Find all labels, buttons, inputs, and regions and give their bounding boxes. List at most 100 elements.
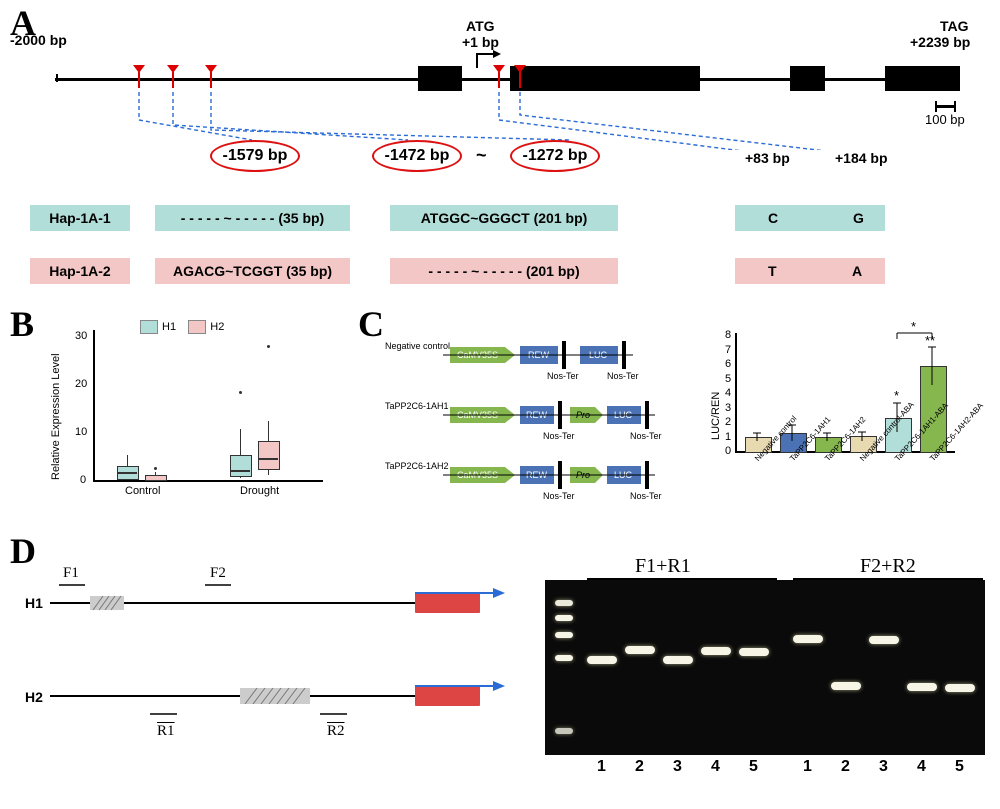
b-x-control: Control — [125, 485, 160, 497]
panel-b-label: B — [10, 303, 34, 345]
b-xaxis — [93, 480, 323, 482]
c-cons2: TaPP2C6-1AH2 — [385, 461, 449, 471]
legend-h2-text: H2 — [210, 321, 224, 333]
c-constructs: CaMV35S REW LUC Nos-Ter Nos-Ter CaMV35S … — [395, 335, 675, 510]
b-d-h2-med — [258, 458, 278, 460]
svg-text:Nos-Ter: Nos-Ter — [630, 491, 662, 501]
ln5a: 5 — [749, 758, 758, 776]
legend-h2-swatch — [188, 320, 206, 334]
ladder-1 — [555, 600, 573, 606]
ln1b: 1 — [803, 758, 812, 776]
svg-text:Nos-Ter: Nos-Ter — [630, 431, 662, 441]
hap2-label: Hap-1A-2 — [30, 258, 130, 284]
g1-l4 — [701, 647, 731, 655]
c-cons0: Negative control — [385, 341, 450, 351]
c-sig-b: * — [911, 319, 916, 334]
b-ytick-2: 20 — [75, 378, 87, 390]
gel-g1: F1+R1 — [635, 555, 691, 578]
ln2a: 2 — [635, 758, 644, 776]
ellipse-1579-text: -1579 bp — [223, 147, 288, 165]
g2-l3 — [869, 636, 899, 644]
b-ytick-0: 0 — [80, 474, 86, 486]
figure: A B C D -2000 bp ATG +1 bp TAG +2239 bp … — [0, 0, 1000, 809]
ln3b: 3 — [879, 758, 888, 776]
g1-l3 — [663, 656, 693, 664]
d-R2: R2 — [327, 723, 345, 740]
ln5b: 5 — [955, 758, 964, 776]
tilde: ~ — [476, 145, 487, 166]
svg-text:Nos-Ter: Nos-Ter — [607, 371, 639, 381]
svg-text:Nos-Ter: Nos-Ter — [543, 431, 575, 441]
g2-l5 — [945, 684, 975, 692]
panel-c: CaMV35S REW LUC Nos-Ter Nos-Ter CaMV35S … — [395, 325, 985, 525]
b-c-h1-med — [117, 472, 137, 474]
d-h1-svg — [45, 577, 505, 627]
ln3a: 3 — [673, 758, 682, 776]
hap1-label-text: Hap-1A-1 — [49, 210, 110, 226]
g1-l2 — [625, 646, 655, 654]
legend-h1-text: H1 — [162, 321, 176, 333]
gel-g2-line — [793, 578, 983, 580]
b-ytick-3: 30 — [75, 330, 87, 342]
c-barchart: LUC/REN 0 1 2 3 4 5 6 7 8 — [705, 325, 975, 520]
panel-c-label: C — [358, 303, 384, 345]
ellipse-1472: -1472 bp — [372, 140, 462, 172]
c-sig-5: ** — [925, 333, 935, 348]
hap1-snp1: C — [768, 210, 778, 226]
snp2-bp: +184 bp — [835, 150, 888, 166]
b-legend: H1 H2 — [140, 320, 224, 334]
ladder-3 — [555, 632, 573, 638]
d-R1-txt: R1 — [157, 723, 175, 739]
svg-text:Nos-Ter: Nos-Ter — [547, 371, 579, 381]
b-yaxis — [93, 330, 95, 480]
ln4a: 4 — [711, 758, 720, 776]
hap2-indel2: - - - - - ~ - - - - - (201 bp) — [390, 258, 618, 284]
c-cons1: TaPP2C6-1AH1 — [385, 401, 449, 411]
hap1-indel2: ATGGC~GGGCT (201 bp) — [390, 205, 618, 231]
ladder-4 — [555, 655, 573, 661]
ln1a: 1 — [597, 758, 606, 776]
hap2-label-text: Hap-1A-2 — [49, 263, 110, 279]
g2-l1 — [793, 635, 823, 643]
b-d-h1-med — [230, 470, 250, 472]
hap2-snp2: A — [852, 263, 862, 279]
b-d-h1-out — [239, 391, 242, 394]
hap1-indel1: - - - - - ~ - - - - - (35 bp) — [155, 205, 350, 231]
hap2-indel1: AGACG~TCGGT (35 bp) — [155, 258, 350, 284]
ellipse-1272-text: -1272 bp — [523, 147, 588, 165]
b-c-h2-out — [154, 467, 157, 470]
ln4b: 4 — [917, 758, 926, 776]
hap2-snps: T A — [735, 258, 885, 284]
d-H1: H1 — [25, 595, 43, 611]
ln2b: 2 — [841, 758, 850, 776]
hap2-indel1-text: AGACG~TCGGT (35 bp) — [173, 263, 332, 279]
gel — [545, 580, 985, 755]
dashed-connectors — [0, 0, 1000, 150]
ladder-2 — [555, 615, 573, 621]
d-h2-svg — [45, 670, 505, 740]
snp1-bp: +83 bp — [745, 150, 790, 166]
hap1-label: Hap-1A-1 — [30, 205, 130, 231]
g1-l5 — [739, 648, 769, 656]
b-d-h2-box — [258, 441, 280, 470]
hap2-indel2-text: - - - - - ~ - - - - - (201 bp) — [428, 263, 579, 279]
d-H2: H2 — [25, 689, 43, 705]
hap1-indel2-text: ATGGC~GGGCT (201 bp) — [421, 210, 588, 226]
ellipse-1272: -1272 bp — [510, 140, 600, 172]
g2-l4 — [907, 683, 937, 691]
b-ytick-1: 10 — [75, 426, 87, 438]
b-ylabel: Relative Expression Level — [50, 330, 62, 480]
c-sig-4: * — [894, 388, 899, 403]
b-x-drought: Drought — [240, 485, 279, 497]
legend-h1-swatch — [140, 320, 158, 334]
g2-l2 — [831, 682, 861, 690]
b-c-h2-box — [145, 475, 167, 481]
panel-d: F1 F2 H1 H2 — [25, 555, 985, 805]
hap1-snps: C G — [735, 205, 885, 231]
d-R2-txt: R2 — [327, 723, 345, 739]
gel-g1-line — [587, 578, 777, 580]
d-R1: R1 — [157, 723, 175, 740]
ellipse-1472-text: -1472 bp — [385, 147, 450, 165]
gel-g2: F2+R2 — [860, 555, 916, 578]
ladder-5 — [555, 728, 573, 734]
